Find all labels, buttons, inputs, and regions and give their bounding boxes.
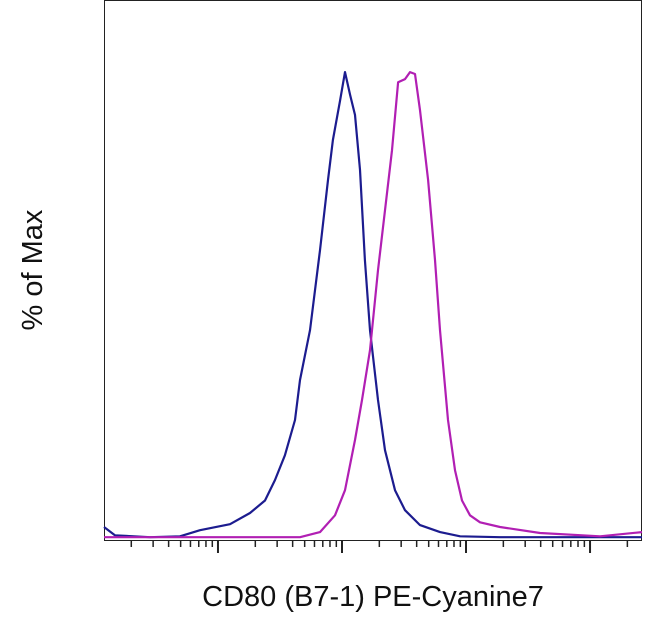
histogram-line [104, 71, 643, 539]
x-axis-label: CD80 (B7-1) PE-Cyanine7 [202, 581, 544, 613]
plot-frame [104, 0, 642, 541]
histogram-line [103, 71, 642, 539]
y-axis-label: % of Max [17, 209, 49, 330]
